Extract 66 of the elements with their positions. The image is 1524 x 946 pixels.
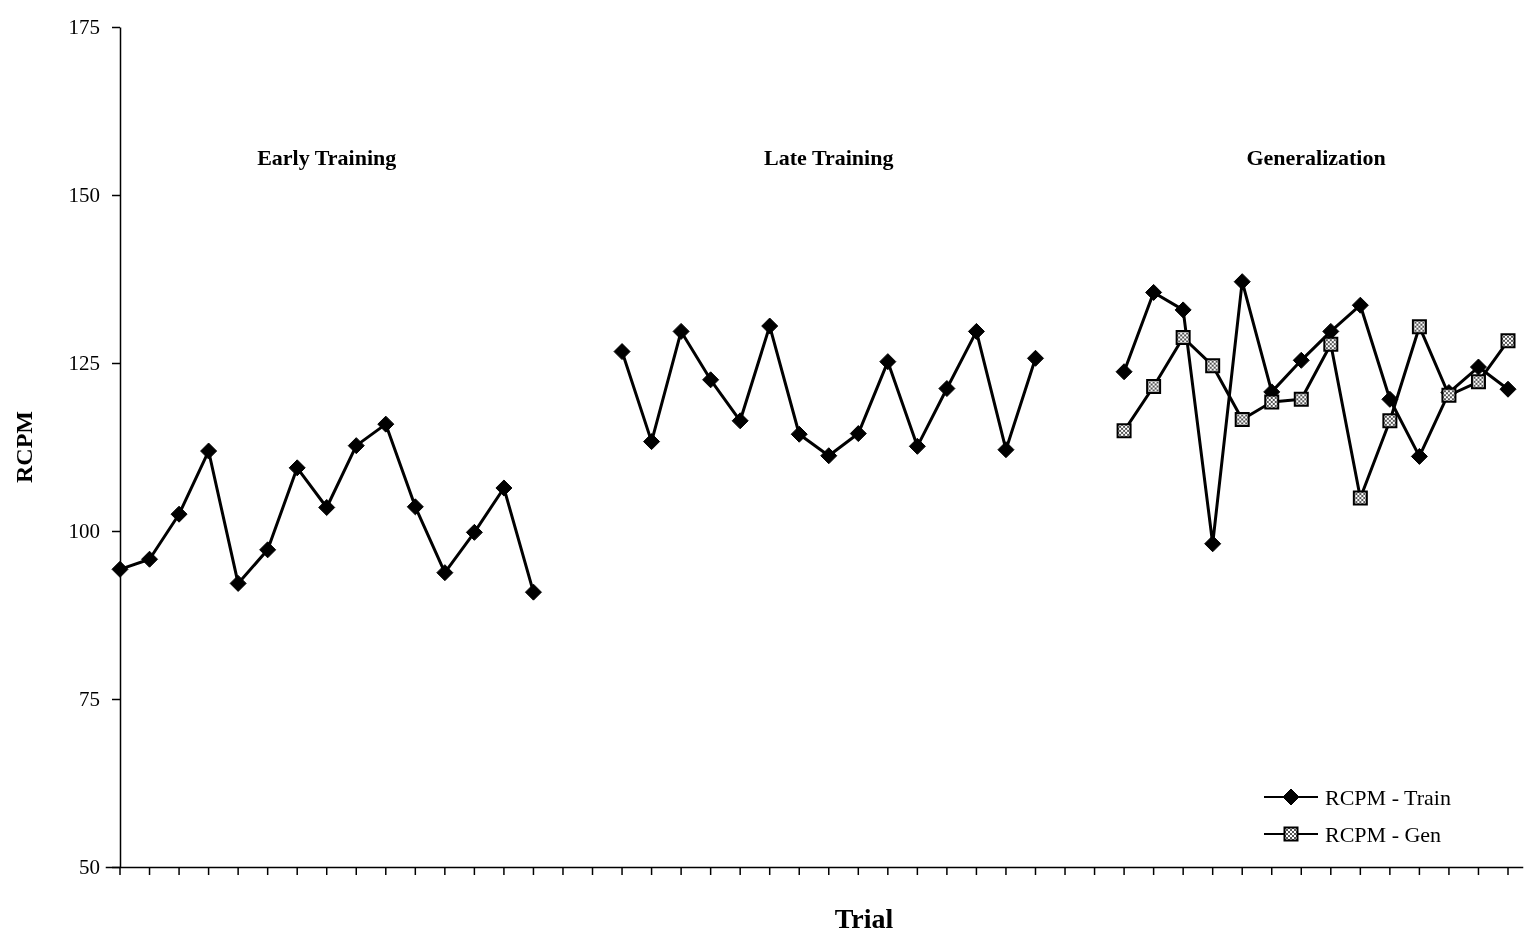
point — [702, 371, 720, 389]
point — [1410, 447, 1428, 465]
point — [1116, 423, 1132, 439]
point — [406, 498, 424, 516]
y-tick-label: 125 — [68, 351, 100, 376]
point — [200, 442, 218, 460]
point — [170, 505, 188, 523]
y-tick-label: 75 — [79, 687, 100, 712]
point — [908, 437, 926, 455]
y-tick-label: 50 — [79, 855, 100, 880]
point — [761, 317, 779, 335]
point — [347, 437, 365, 455]
point — [643, 433, 661, 451]
point — [672, 322, 690, 340]
point — [1264, 394, 1280, 410]
point — [1174, 301, 1192, 319]
point — [1469, 358, 1487, 376]
y-tick-label: 175 — [68, 15, 100, 40]
point — [1145, 283, 1163, 301]
annotation: Generalization — [1246, 144, 1386, 170]
point — [318, 498, 336, 516]
point — [613, 343, 631, 361]
point — [377, 415, 395, 433]
point — [1205, 358, 1221, 374]
point — [967, 322, 985, 340]
point — [495, 479, 513, 497]
point — [1351, 296, 1369, 314]
point — [849, 425, 867, 443]
legend-label: RCPM - Train — [1325, 784, 1451, 810]
point — [141, 550, 159, 568]
point — [1382, 413, 1398, 429]
point — [1115, 363, 1133, 381]
point — [1323, 336, 1339, 352]
point — [1381, 390, 1399, 408]
point — [229, 574, 247, 592]
y-tick-label: 100 — [68, 519, 100, 544]
point — [997, 441, 1015, 459]
annotation: Early Training — [257, 144, 397, 170]
point — [820, 447, 838, 465]
point — [1175, 329, 1191, 345]
point — [1293, 391, 1309, 407]
point — [879, 353, 897, 371]
point — [524, 583, 542, 601]
point — [1234, 411, 1250, 427]
point — [731, 412, 749, 430]
point — [1500, 333, 1516, 349]
point — [288, 459, 306, 477]
point — [111, 560, 129, 578]
point — [1204, 535, 1222, 553]
point — [1026, 349, 1044, 367]
y-axis-title: RCPM — [11, 411, 37, 483]
point — [259, 541, 277, 559]
point — [790, 425, 808, 443]
point — [1292, 351, 1310, 369]
point — [1470, 374, 1486, 390]
point — [1146, 379, 1162, 395]
point — [465, 523, 483, 541]
point — [938, 380, 956, 398]
x-axis-title: Trial — [834, 903, 894, 934]
y-tick-label: 150 — [68, 183, 100, 208]
point — [1499, 380, 1517, 398]
annotation: Late Training — [764, 144, 894, 170]
point — [1411, 319, 1427, 335]
legend-label: RCPM - Gen — [1325, 821, 1442, 847]
point — [1352, 490, 1368, 506]
point — [436, 564, 454, 582]
